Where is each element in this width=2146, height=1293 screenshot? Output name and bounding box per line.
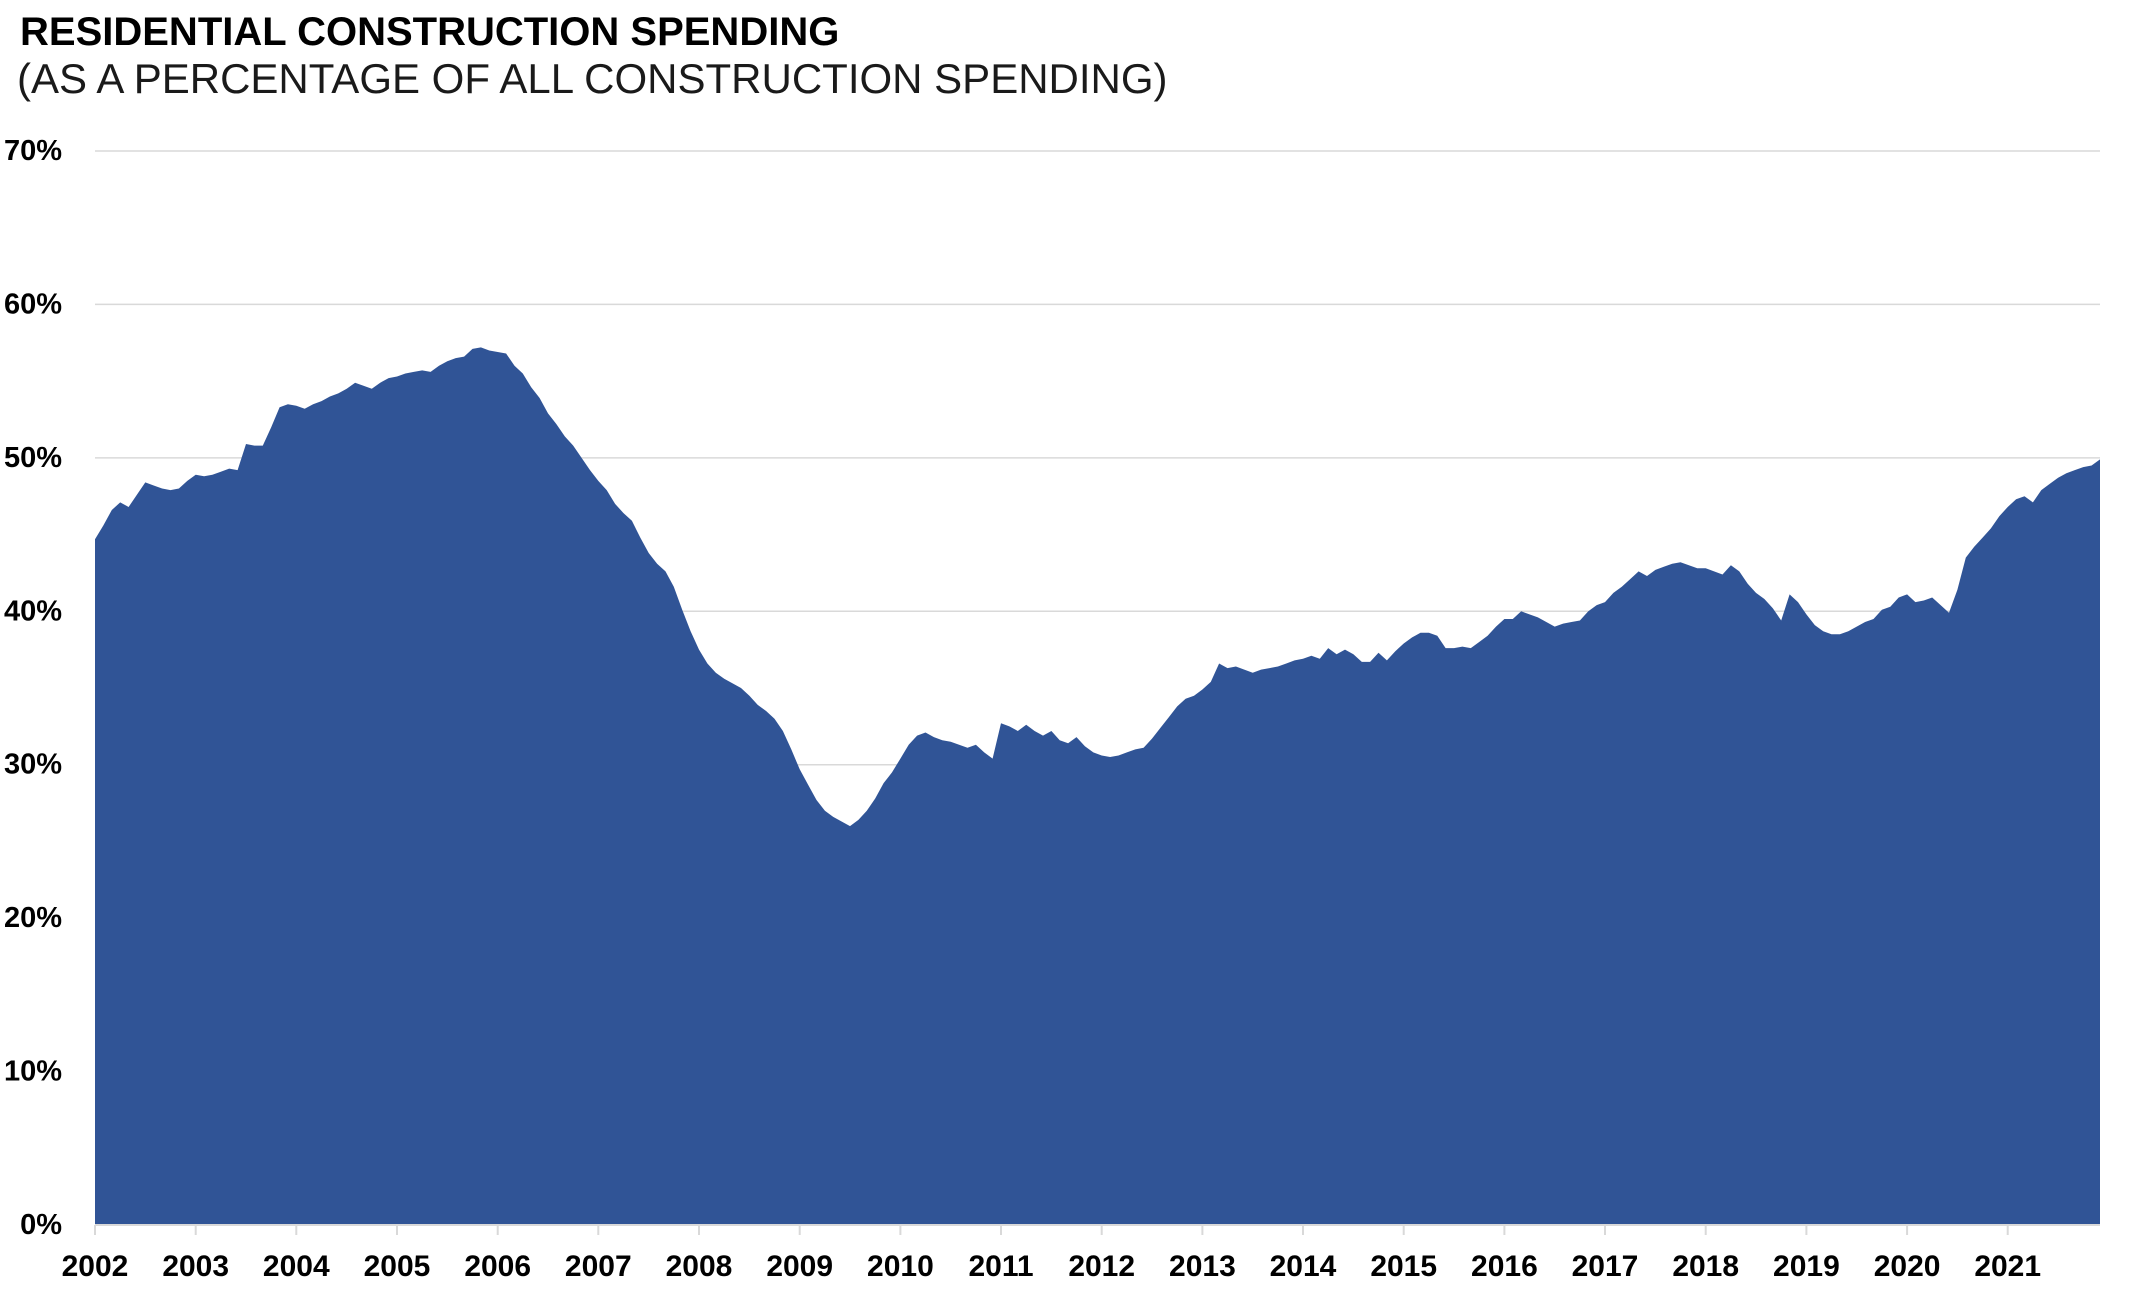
x-axis-label-2016: 2016 bbox=[1471, 1250, 1538, 1283]
x-axis-label-2004: 2004 bbox=[263, 1250, 330, 1283]
x-axis-label-2002: 2002 bbox=[62, 1250, 129, 1283]
x-axis-label-2013: 2013 bbox=[1169, 1250, 1236, 1283]
x-axis-label-2017: 2017 bbox=[1572, 1250, 1639, 1283]
x-axis-label-2021: 2021 bbox=[1974, 1250, 2041, 1283]
area-series-residential bbox=[95, 347, 2100, 1225]
x-axis-label-2009: 2009 bbox=[766, 1250, 833, 1283]
x-axis-label-2003: 2003 bbox=[162, 1250, 229, 1283]
axis-layer bbox=[94, 1224, 2100, 1235]
axis-labels-layer: 0% 10% 20% 30% 40% 50% 60% 70% 2002 2003 2004 2005 2… bbox=[4, 135, 2041, 1283]
x-axis-label-2010: 2010 bbox=[867, 1250, 934, 1283]
x-axis-label-2008: 2008 bbox=[666, 1250, 733, 1283]
area-series-layer bbox=[95, 347, 2100, 1225]
y-axis-label-20%: 20% bbox=[4, 902, 62, 934]
x-axis-label-2020: 2020 bbox=[1874, 1250, 1941, 1283]
y-axis-label-0%: 0% bbox=[20, 1209, 62, 1241]
x-axis-label-2007: 2007 bbox=[565, 1250, 632, 1283]
y-axis-label-30%: 30% bbox=[4, 749, 62, 781]
x-axis-label-2019: 2019 bbox=[1773, 1250, 1840, 1283]
x-axis-label-2014: 2014 bbox=[1270, 1250, 1337, 1283]
y-axis-label-10%: 10% bbox=[4, 1056, 62, 1088]
chart-title: RESIDENTIAL CONSTRUCTION SPENDING bbox=[20, 10, 839, 54]
x-axis-label-2012: 2012 bbox=[1068, 1250, 1135, 1283]
y-axis-label-60%: 60% bbox=[4, 288, 62, 320]
x-axis-label-2011: 2011 bbox=[968, 1250, 1033, 1283]
x-axis-label-2005: 2005 bbox=[364, 1250, 431, 1283]
chart-subtitle: (AS A PERCENTAGE OF ALL CONSTRUCTION SPE… bbox=[17, 55, 1168, 102]
y-axis-label-70%: 70% bbox=[4, 135, 62, 167]
y-axis-label-40%: 40% bbox=[4, 595, 62, 627]
x-axis-label-2006: 2006 bbox=[464, 1250, 531, 1283]
x-axis-label-2018: 2018 bbox=[1672, 1250, 1739, 1283]
y-axis-label-50%: 50% bbox=[4, 442, 62, 474]
x-axis-label-2015: 2015 bbox=[1370, 1250, 1437, 1283]
